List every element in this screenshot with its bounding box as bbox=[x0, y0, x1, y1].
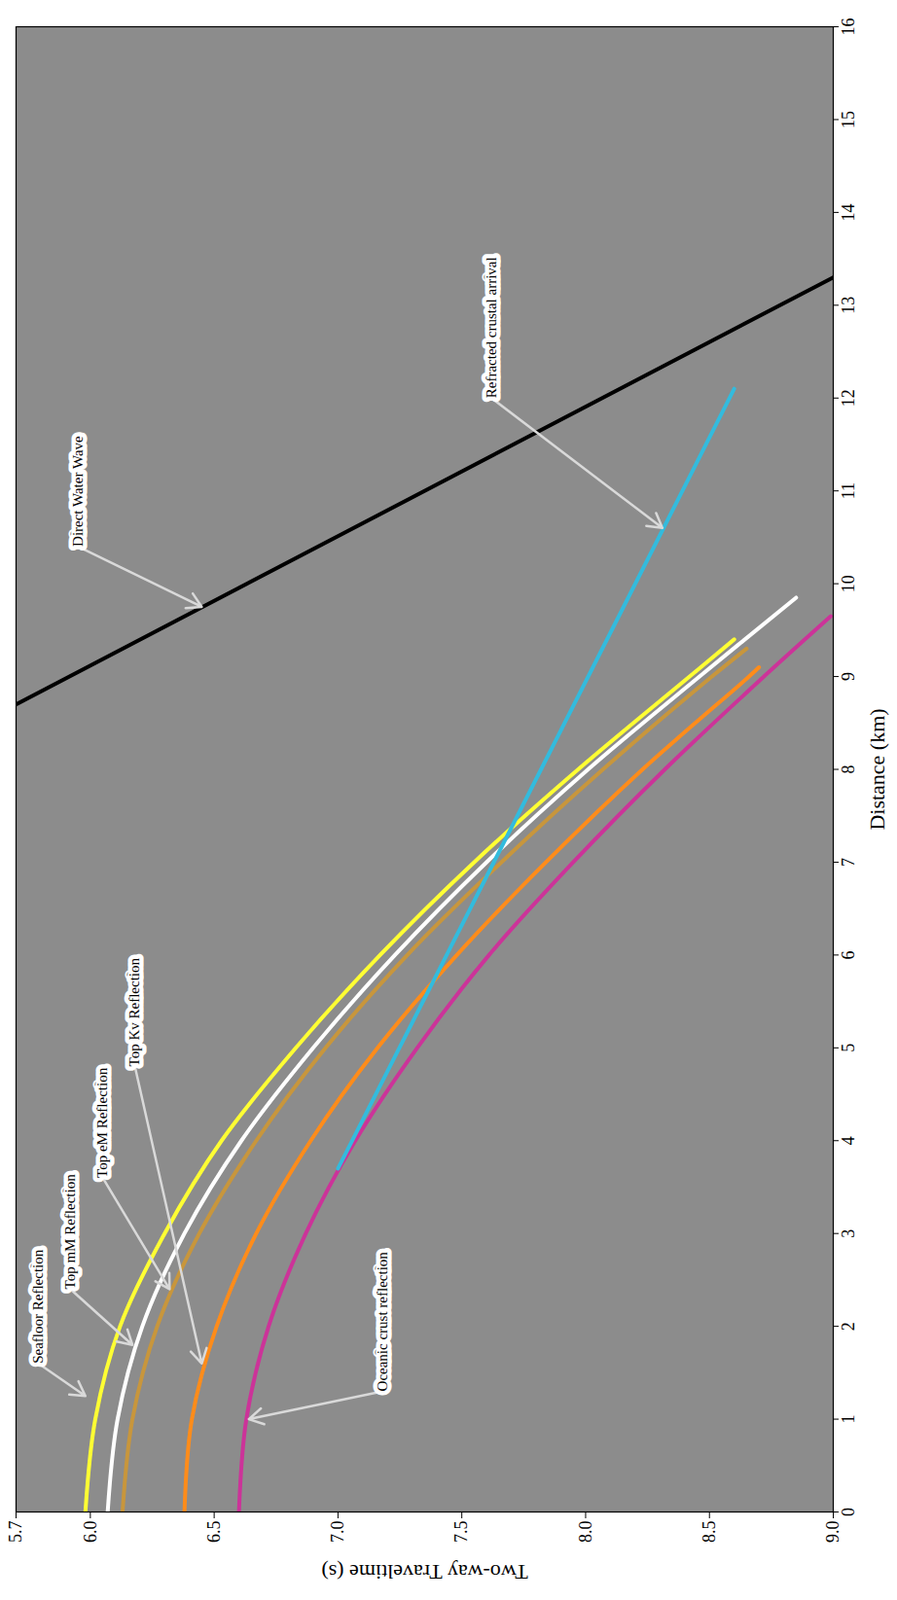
svg-text:Two-way Traveltime (s): Two-way Traveltime (s) bbox=[321, 1560, 528, 1585]
svg-text:6.0: 6.0 bbox=[80, 1521, 101, 1544]
svg-text:Top eM Reflection: Top eM Reflection bbox=[94, 1067, 110, 1179]
svg-text:Top Kv Reflection: Top Kv Reflection bbox=[126, 957, 143, 1067]
svg-text:Refracted crustal arrival: Refracted crustal arrival bbox=[483, 256, 500, 398]
svg-text:8.0: 8.0 bbox=[575, 1521, 596, 1544]
svg-text:8.5: 8.5 bbox=[699, 1521, 719, 1544]
svg-text:12: 12 bbox=[838, 389, 859, 407]
svg-text:8: 8 bbox=[838, 765, 859, 775]
svg-text:7.0: 7.0 bbox=[327, 1521, 348, 1544]
svg-text:3: 3 bbox=[838, 1229, 859, 1239]
svg-text:16: 16 bbox=[838, 18, 859, 36]
svg-text:15: 15 bbox=[838, 110, 859, 129]
svg-text:13: 13 bbox=[838, 296, 859, 315]
svg-text:7.5: 7.5 bbox=[451, 1521, 471, 1544]
svg-text:4: 4 bbox=[838, 1136, 859, 1146]
svg-text:0: 0 bbox=[838, 1507, 859, 1517]
svg-text:10: 10 bbox=[838, 574, 859, 593]
svg-text:14: 14 bbox=[838, 203, 859, 221]
svg-text:5.7: 5.7 bbox=[5, 1521, 26, 1544]
svg-text:1: 1 bbox=[838, 1415, 859, 1425]
svg-text:2: 2 bbox=[838, 1322, 859, 1331]
svg-text:Direct Water Wave: Direct Water Wave bbox=[70, 435, 86, 547]
svg-text:6: 6 bbox=[838, 950, 859, 960]
svg-text:5: 5 bbox=[838, 1043, 859, 1053]
svg-text:9.0: 9.0 bbox=[823, 1521, 843, 1544]
svg-text:7: 7 bbox=[838, 858, 859, 867]
svg-text:11: 11 bbox=[838, 482, 859, 500]
svg-text:Top mM Reflection: Top mM Reflection bbox=[62, 1174, 78, 1291]
svg-text:Oceanic crust reflection: Oceanic crust reflection bbox=[374, 1252, 391, 1393]
svg-text:9: 9 bbox=[838, 672, 859, 682]
svg-text:Seafloor Reflection: Seafloor Reflection bbox=[30, 1249, 46, 1364]
svg-text:6.5: 6.5 bbox=[204, 1521, 224, 1544]
svg-text:Distance (km): Distance (km) bbox=[864, 708, 890, 830]
